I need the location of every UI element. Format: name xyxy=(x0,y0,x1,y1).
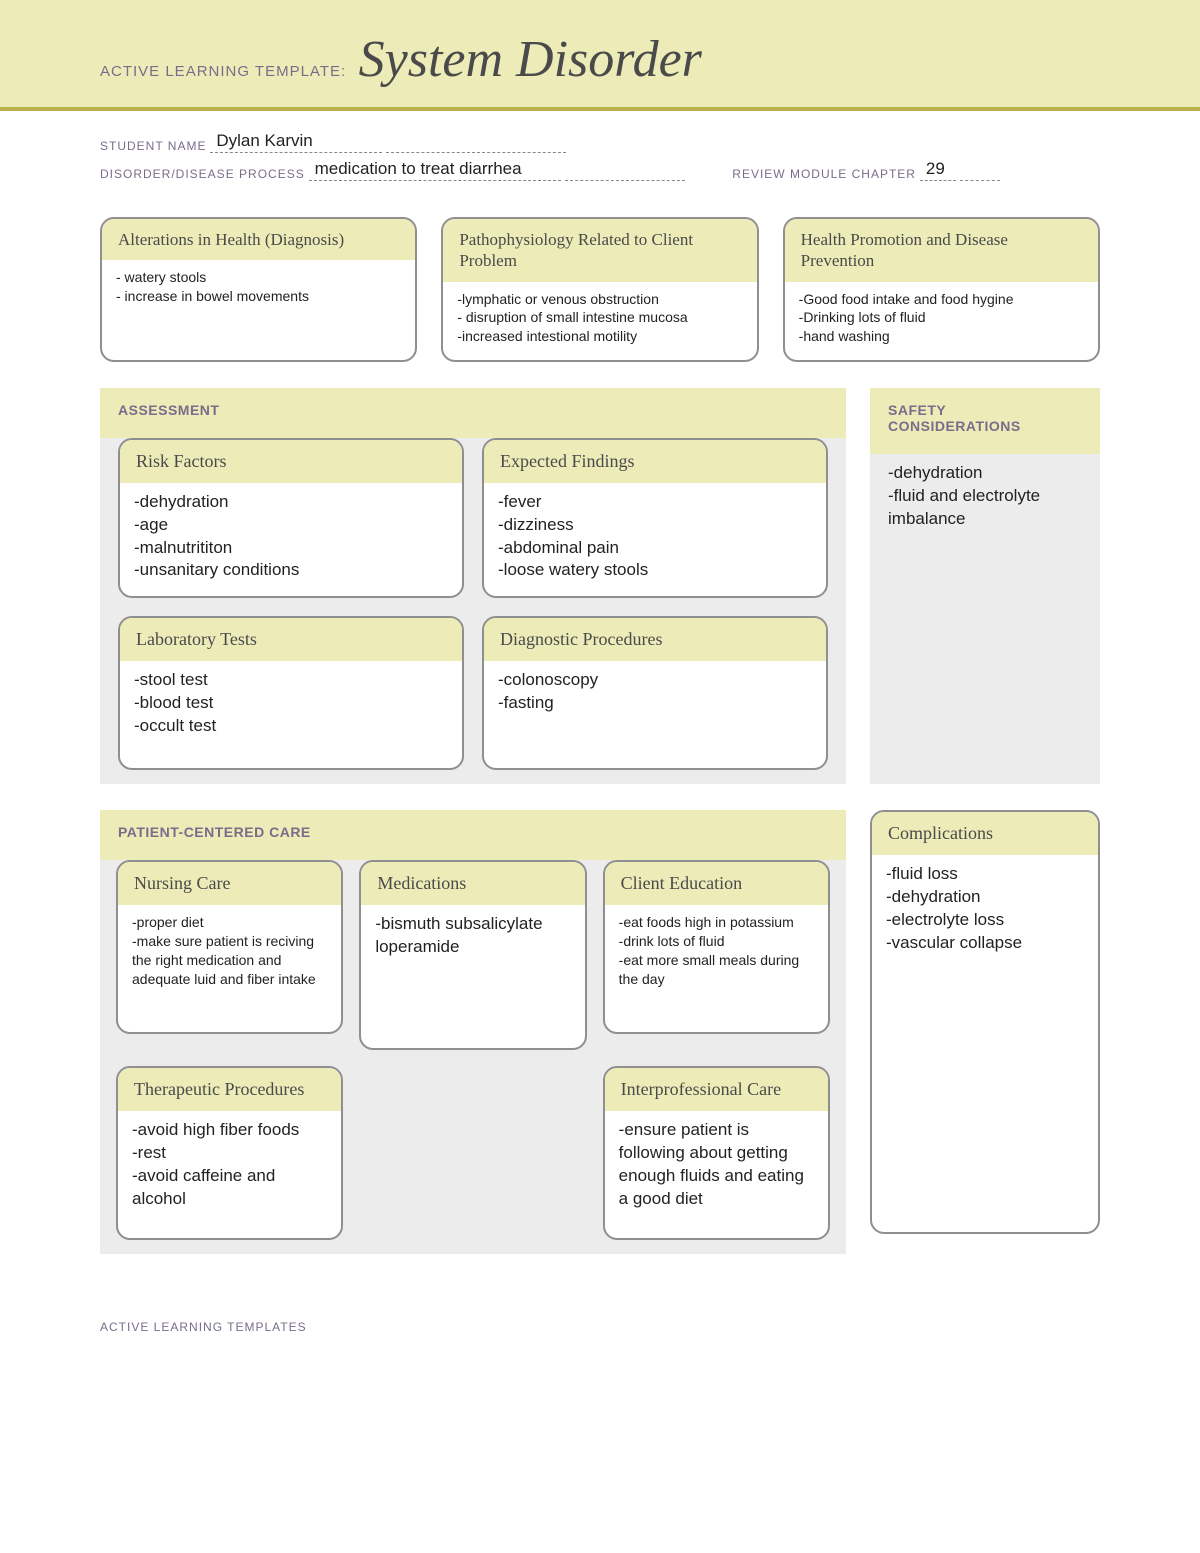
footer: ACTIVE LEARNING TEMPLATES xyxy=(0,1280,1200,1334)
box-therapeutic-procedures: Therapeutic Procedures -avoid high fiber… xyxy=(116,1066,343,1240)
box-body: -proper diet -make sure patient is reciv… xyxy=(118,905,341,1003)
student-name-label: STUDENT NAME xyxy=(100,139,206,153)
box-title: Interprofessional Care xyxy=(605,1068,828,1111)
box-title: Laboratory Tests xyxy=(120,618,462,661)
box-expected-findings: Expected Findings -fever -dizziness -abd… xyxy=(482,438,828,598)
box-body: -lymphatic or venous obstruction - disru… xyxy=(443,282,756,361)
meta-block: STUDENT NAME Dylan Karvin DISORDER/DISEA… xyxy=(0,111,1200,217)
pcc-section: PATIENT-CENTERED CARE Nursing Care -prop… xyxy=(100,810,846,1254)
box-title: Diagnostic Procedures xyxy=(484,618,826,661)
banner-label: ACTIVE LEARNING TEMPLATE: xyxy=(100,63,346,80)
disorder-value: medication to treat diarrhea xyxy=(309,159,561,181)
box-title: Complications xyxy=(872,812,1098,855)
box-body: -dehydration -age -malnutrititon -unsani… xyxy=(120,483,462,597)
chapter-value: 29 xyxy=(920,159,956,181)
box-body: -ensure patient is following about getti… xyxy=(605,1111,828,1225)
safety-section: SAFETY CONSIDERATIONS -dehydration -flui… xyxy=(870,388,1100,784)
box-body: - watery stools - increase in bowel move… xyxy=(102,260,415,320)
box-title: Nursing Care xyxy=(118,862,341,905)
banner: ACTIVE LEARNING TEMPLATE: System Disorde… xyxy=(0,0,1200,111)
box-body: -eat foods high in potassium -drink lots… xyxy=(605,905,828,1003)
disorder-label: DISORDER/DISEASE PROCESS xyxy=(100,167,305,181)
box-body: -bismuth subsalicylate loperamide xyxy=(361,905,584,973)
box-medications: Medications -bismuth subsalicylate loper… xyxy=(359,860,586,1050)
box-title: Pathophysiology Related to Client Proble… xyxy=(443,219,756,282)
box-pathophysiology: Pathophysiology Related to Client Proble… xyxy=(441,217,758,362)
box-body: -colonoscopy -fasting xyxy=(484,661,826,729)
box-title: Client Education xyxy=(605,862,828,905)
pcc-complications-row: PATIENT-CENTERED CARE Nursing Care -prop… xyxy=(100,810,1100,1254)
box-complications: Complications -fluid loss -dehydration -… xyxy=(870,810,1100,1234)
box-laboratory-tests: Laboratory Tests -stool test -blood test… xyxy=(118,616,464,770)
complications-sidebar: Complications -fluid loss -dehydration -… xyxy=(870,810,1100,1254)
section-title: PATIENT-CENTERED CARE xyxy=(100,810,846,860)
box-title: Medications xyxy=(361,862,584,905)
safety-body: -dehydration -fluid and electrolyte imba… xyxy=(884,454,1086,545)
section-title: ASSESSMENT xyxy=(100,388,846,438)
section-title: SAFETY CONSIDERATIONS xyxy=(870,388,1100,454)
page: ACTIVE LEARNING TEMPLATE: System Disorde… xyxy=(0,0,1200,1394)
banner-title: System Disorder xyxy=(359,30,702,89)
student-name-blank xyxy=(386,152,566,153)
box-interprofessional-care: Interprofessional Care -ensure patient i… xyxy=(603,1066,830,1240)
box-client-education: Client Education -eat foods high in pota… xyxy=(603,860,830,1034)
content: Alterations in Health (Diagnosis) - wate… xyxy=(0,217,1200,1254)
box-body: -avoid high fiber foods -rest -avoid caf… xyxy=(118,1111,341,1225)
box-title: Health Promotion and Disease Prevention xyxy=(785,219,1098,282)
box-risk-factors: Risk Factors -dehydration -age -malnutri… xyxy=(118,438,464,598)
chapter-blank xyxy=(960,180,1000,181)
disorder-blank xyxy=(565,180,685,181)
assessment-section: ASSESSMENT Risk Factors -dehydration -ag… xyxy=(100,388,846,784)
box-body: -Good food intake and food hygine -Drink… xyxy=(785,282,1098,361)
assessment-safety-row: ASSESSMENT Risk Factors -dehydration -ag… xyxy=(100,388,1100,784)
box-title: Risk Factors xyxy=(120,440,462,483)
box-nursing-care: Nursing Care -proper diet -make sure pat… xyxy=(116,860,343,1034)
box-title: Expected Findings xyxy=(484,440,826,483)
box-body: -fluid loss -dehydration -electrolyte lo… xyxy=(872,855,1098,969)
box-body: -fever -dizziness -abdominal pain -loose… xyxy=(484,483,826,597)
student-name-value: Dylan Karvin xyxy=(210,131,382,153)
box-title: Therapeutic Procedures xyxy=(118,1068,341,1111)
top-row: Alterations in Health (Diagnosis) - wate… xyxy=(100,217,1100,362)
box-health-promotion: Health Promotion and Disease Prevention … xyxy=(783,217,1100,362)
box-alterations: Alterations in Health (Diagnosis) - wate… xyxy=(100,217,417,362)
box-title: Alterations in Health (Diagnosis) xyxy=(102,219,415,260)
safety-sidebar: SAFETY CONSIDERATIONS -dehydration -flui… xyxy=(870,388,1100,784)
chapter-label: REVIEW MODULE CHAPTER xyxy=(732,167,916,181)
box-body: -stool test -blood test -occult test xyxy=(120,661,462,752)
box-diagnostic-procedures: Diagnostic Procedures -colonoscopy -fast… xyxy=(482,616,828,770)
